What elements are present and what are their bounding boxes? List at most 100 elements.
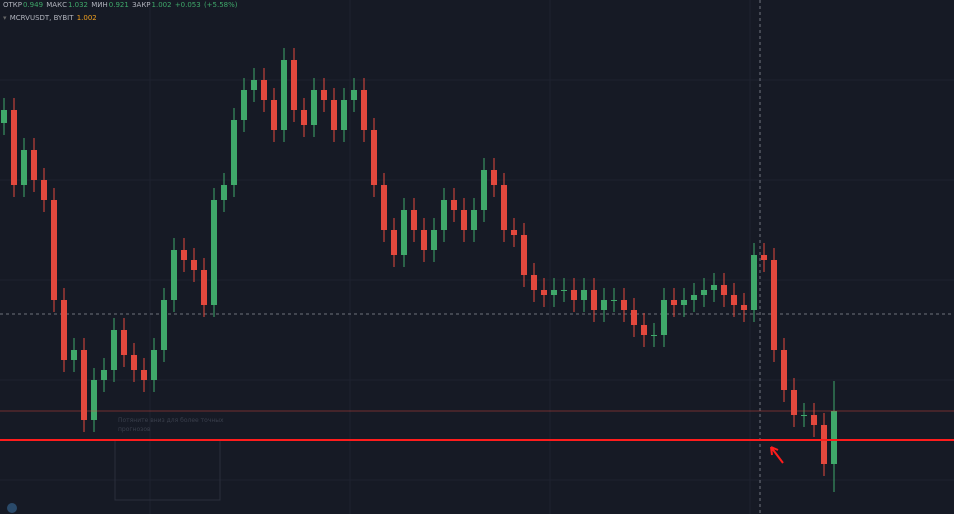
icon: ▾	[3, 14, 7, 22]
label: МИН	[91, 1, 108, 9]
candles	[0, 48, 954, 492]
candle-body	[91, 380, 97, 420]
candle-body	[541, 290, 547, 295]
candle-body	[641, 325, 647, 335]
candle-body	[681, 300, 687, 305]
change-pct: (+5.58%)	[203, 1, 238, 9]
candle-body	[21, 150, 27, 185]
candle-body	[371, 130, 377, 185]
candle-body	[511, 230, 517, 235]
ohlc-header: ОТКР0.949 МАКС1.032 МИН0.921 ЗАКР1.002 +…	[3, 1, 239, 9]
candle-body	[811, 415, 817, 425]
candle-body	[121, 330, 127, 355]
candle-body	[471, 210, 477, 230]
candle-body	[671, 300, 677, 305]
candle-body	[41, 180, 47, 200]
label: ЗАКР	[132, 1, 151, 9]
candle-body	[341, 100, 347, 130]
candle-body	[131, 355, 137, 370]
candle-body	[411, 210, 417, 230]
candle-body	[351, 90, 357, 100]
candle-body	[101, 370, 107, 380]
candle-body	[631, 310, 637, 325]
candle-body	[751, 255, 757, 310]
candle-body	[311, 90, 317, 125]
candle-body	[721, 285, 727, 295]
candle-body	[261, 80, 267, 100]
value: 1.002	[151, 1, 172, 9]
candle-body	[301, 110, 307, 125]
candle-body	[181, 250, 187, 260]
candle-body	[621, 300, 627, 310]
candle-body	[81, 350, 87, 420]
symbol: MCRVUSDT, BYBIT	[9, 14, 74, 22]
candle-body	[111, 330, 117, 370]
candle-body	[491, 170, 497, 185]
symbol-header: ▾ MCRVUSDT, BYBIT 1.002	[3, 14, 98, 22]
candle-body	[381, 185, 387, 230]
candle-body	[701, 290, 707, 295]
candle-body	[61, 300, 67, 360]
candle-body	[791, 390, 797, 415]
logo	[7, 503, 17, 513]
candle-body	[71, 350, 77, 360]
candle-body	[231, 120, 237, 185]
candle-body	[251, 80, 257, 90]
candle-body	[771, 260, 777, 350]
candle-body	[221, 185, 227, 200]
candle-body	[171, 250, 177, 300]
candle-body	[571, 290, 577, 300]
candle-body	[1, 110, 7, 123]
candle-body	[831, 411, 837, 464]
candle-body	[781, 350, 787, 390]
last-price: 1.002	[76, 14, 97, 22]
candle-body	[521, 235, 527, 275]
candle-body	[51, 200, 57, 300]
candle-body	[271, 100, 277, 130]
candle-body	[141, 370, 147, 380]
candle-body	[591, 290, 597, 310]
hint-box	[114, 439, 221, 501]
candle-body	[561, 290, 567, 291]
candle-body	[481, 170, 487, 210]
candle-body	[391, 230, 397, 255]
candle-body	[731, 295, 737, 305]
change: +0.053	[174, 1, 201, 9]
label: МАКС	[46, 1, 67, 9]
candle-body	[161, 300, 167, 350]
candle-body	[441, 200, 447, 230]
candle-body	[11, 110, 17, 185]
candle-body	[581, 290, 587, 300]
candle-body	[501, 185, 507, 230]
candle-body	[361, 90, 367, 130]
candle-body	[461, 210, 467, 230]
candle-body	[601, 300, 607, 310]
hint: Потяните вниз для более точных прогнозов	[118, 417, 224, 433]
candle-body	[331, 100, 337, 130]
value: 0.921	[108, 1, 129, 9]
arrow	[770, 446, 784, 464]
candle-body	[761, 255, 767, 260]
label: ОТКР	[3, 1, 22, 9]
candle-body	[321, 90, 327, 100]
candle-body	[821, 425, 827, 464]
candle-body	[711, 285, 717, 290]
candle-body	[551, 290, 557, 295]
candle-body	[741, 305, 747, 310]
candle-body	[801, 415, 807, 416]
candle-body	[651, 335, 657, 336]
candle-body	[661, 300, 667, 335]
candle-body	[421, 230, 427, 250]
candle-body	[281, 60, 287, 130]
candle-body	[151, 350, 157, 380]
candle-body	[691, 295, 697, 300]
candle-body	[31, 150, 37, 180]
candle-body	[611, 300, 617, 301]
value: 0.949	[22, 1, 44, 9]
candle-body	[291, 60, 297, 110]
candle-body	[241, 90, 247, 120]
candle-body	[531, 275, 537, 290]
